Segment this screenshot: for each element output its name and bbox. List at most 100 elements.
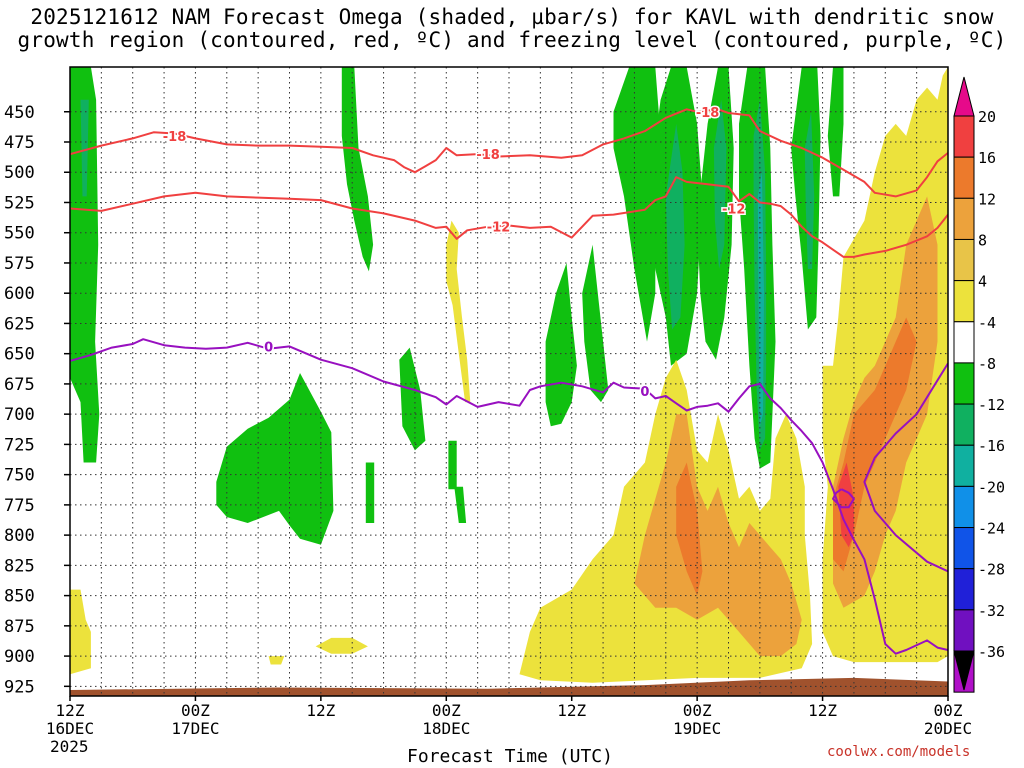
omega-region-green-col-52h — [613, 67, 661, 342]
colorbar-swatch — [953, 568, 975, 611]
omega-region-green-bar-28h — [365, 462, 375, 523]
colorbar-label: -24 — [978, 520, 1005, 538]
contour-dgz-minus18-upper — [70, 108, 948, 198]
colorbar-swatch — [953, 197, 975, 240]
x-tick-label: 2025 — [50, 737, 89, 756]
colorbar-label: -8 — [978, 355, 996, 373]
y-tick-label: 525 — [4, 193, 35, 213]
plot-gridlines — [70, 67, 948, 696]
colorbar-label: 16 — [978, 149, 996, 167]
x-tick-label: 12Z — [808, 701, 837, 720]
colorbar-bottom-arrow — [953, 650, 975, 691]
omega-region-green-col-73h — [827, 67, 844, 197]
contour-freezing-level-zero — [70, 338, 948, 655]
contour-label: 0 — [264, 340, 273, 355]
colorbar-label: 4 — [978, 273, 987, 291]
colorbar-swatch — [953, 444, 975, 487]
y-tick-label: 900 — [4, 647, 35, 667]
colorbar-swatch — [953, 485, 975, 529]
omega-region-green-blob-32h — [399, 347, 426, 451]
y-tick-label: 550 — [4, 224, 35, 244]
y-tick-label: 850 — [4, 587, 35, 607]
site-watermark: coolwx.com/models — [827, 744, 971, 760]
y-tick-label: 875 — [4, 617, 35, 637]
colorbar-swatch — [953, 280, 975, 323]
y-axis-ticks: 450 475 500 525 550 575 600 625 650 675 700 725 750 7… — [4, 103, 70, 697]
y-tick-label: 575 — [4, 254, 35, 274]
contour-label: -12 — [722, 203, 746, 218]
omega-region-dark-orange-58h — [676, 462, 703, 596]
omega-region-green-blob-20h — [216, 373, 334, 545]
omega-region-yellow-blob-25h — [315, 637, 368, 654]
x-axis-label: Forecast Time (UTC) — [407, 746, 613, 767]
x-tick-label: 18DEC — [422, 719, 470, 738]
colorbar-swatch — [953, 403, 975, 446]
colorbar-swatch — [953, 362, 975, 405]
colorbar-label: -36 — [978, 643, 1005, 661]
y-tick-label: 500 — [4, 163, 35, 183]
x-tick-label: 12Z — [56, 701, 85, 720]
x-tick-label: 00Z — [432, 701, 461, 720]
colorbar-label: -16 — [978, 437, 1005, 455]
y-tick-label: 700 — [4, 405, 35, 425]
y-tick-label: 450 — [4, 103, 35, 123]
colorbar-label: 20 — [978, 108, 996, 126]
omega-region-green-col-00h — [70, 67, 100, 463]
contour-freezing-level-loop — [832, 488, 855, 509]
colorbar-top-arrow — [953, 76, 975, 117]
y-tick-label: 675 — [4, 375, 35, 395]
colorbar-label: -32 — [978, 602, 1005, 620]
contour-freezing-level-right — [863, 362, 948, 573]
omega-region-cyan-col-66h — [757, 172, 764, 427]
x-tick-label: 12Z — [306, 701, 335, 720]
contour-label: -18 — [696, 106, 720, 121]
colorbar-label: -20 — [978, 478, 1005, 496]
omega-region-green-col-26h — [341, 67, 374, 272]
contour-labels: -18 -18 -18 -12 -12 0 0 — [161, 104, 747, 401]
contour-label: -18 — [163, 130, 187, 145]
colorbar: 20 16 12 8 4 -4 -8 -12 -16 -20 -24 -28 -32 -36 — [953, 76, 1005, 693]
omega-region-green-bits-36h — [448, 440, 467, 523]
colorbar-swatch — [953, 115, 975, 158]
y-tick-label: 775 — [4, 496, 35, 516]
contour-label: 0 — [640, 385, 649, 400]
contour-label: -18 — [476, 148, 500, 163]
y-tick-label: 650 — [4, 345, 35, 365]
colorbar-label: -12 — [978, 396, 1005, 414]
y-tick-label: 800 — [4, 526, 35, 546]
omega-shading — [70, 67, 948, 696]
omega-region-green-col-46h — [545, 263, 577, 427]
x-tick-label: 17DEC — [171, 719, 219, 738]
temperature-contours — [70, 108, 948, 655]
omega-region-yellow-strip-00h — [70, 589, 91, 675]
x-tick-label: 19DEC — [673, 719, 721, 738]
x-tick-label: 16DEC — [46, 719, 94, 738]
contour-label: -12 — [487, 221, 511, 236]
y-tick-label: 600 — [4, 284, 35, 304]
chart-title: 2025121612 NAM Forecast Omega (shaded, µ… — [0, 6, 1024, 52]
colorbar-label: -28 — [978, 561, 1005, 579]
omega-region-teal-col-62h — [713, 99, 727, 269]
colorbar-label: 12 — [978, 190, 996, 208]
colorbar-label: -4 — [978, 314, 996, 332]
title-line-1: 2025121612 NAM Forecast Omega (shaded, µ… — [30, 5, 994, 29]
omega-region-yellow-dot-19h — [268, 656, 285, 665]
colorbar-label: 8 — [978, 231, 987, 249]
y-tick-label: 750 — [4, 466, 35, 486]
title-line-2: growth region (contoured, red, ºC) and f… — [17, 28, 1007, 52]
omega-region-teal-col-57h — [665, 123, 685, 330]
colorbar-swatch — [953, 527, 975, 570]
colorbar-swatch — [953, 238, 975, 282]
y-tick-label: 825 — [4, 556, 35, 576]
x-tick-label: 00Z — [683, 701, 712, 720]
colorbar-swatch — [953, 156, 975, 199]
y-tick-label: 625 — [4, 314, 35, 334]
colorbar-swatch — [953, 609, 975, 652]
x-tick-label: 12Z — [557, 701, 586, 720]
plot-frame — [69, 66, 949, 697]
y-tick-label: 475 — [4, 133, 35, 153]
x-tick-label: 00Z — [181, 701, 210, 720]
x-tick-label: 20DEC — [924, 719, 972, 738]
